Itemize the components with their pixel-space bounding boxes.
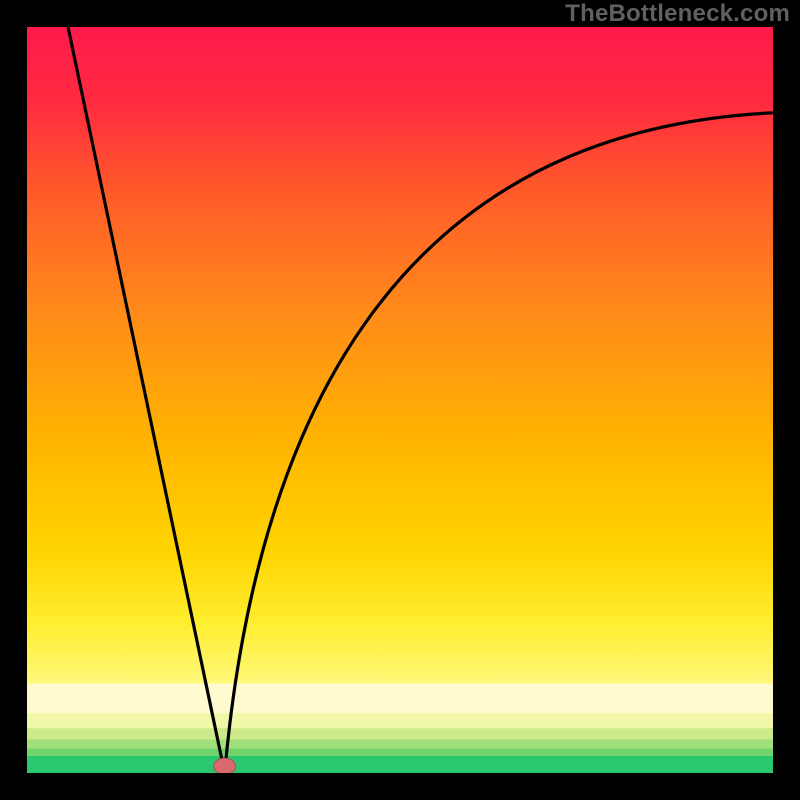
optimum-marker [27, 27, 773, 773]
chart-container: TheBottleneck.com [0, 0, 800, 800]
watermark-text: TheBottleneck.com [565, 0, 790, 27]
watermark: TheBottleneck.com [565, 0, 790, 28]
plot-area [27, 27, 773, 773]
